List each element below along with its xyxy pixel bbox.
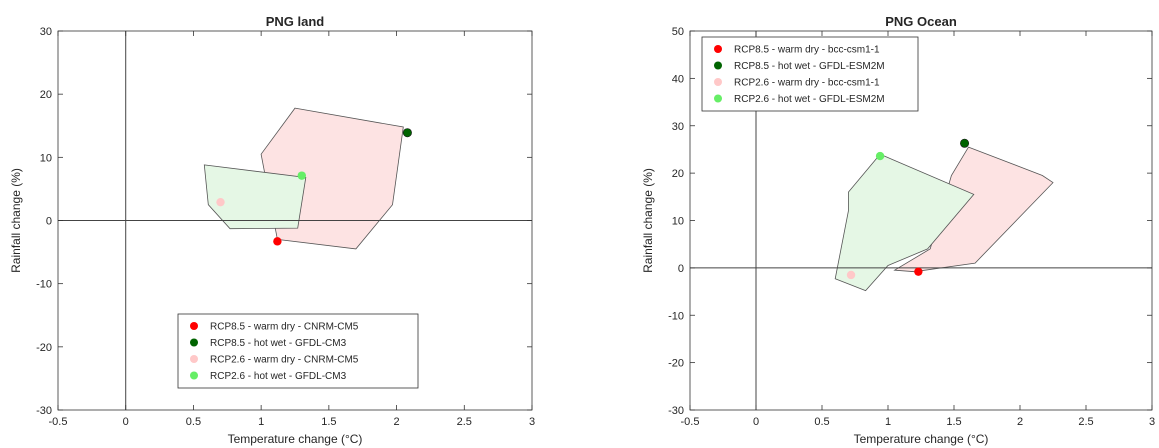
chart-title: PNG land: [266, 14, 325, 29]
x-tick-label: 2.5: [457, 416, 472, 428]
y-tick-label: -20: [36, 342, 52, 354]
data-point-series-1: [960, 138, 970, 148]
legend-marker-1: [714, 61, 722, 70]
legend-label-1: RCP8.5 - hot wet - GFDL-CM3: [210, 338, 347, 349]
x-tick-label: 3: [529, 416, 535, 428]
legend-marker-1: [190, 338, 198, 347]
legend-marker-3: [190, 371, 198, 380]
y-tick-label: 20: [672, 168, 684, 180]
legend-marker-0: [714, 45, 722, 53]
legend-label-3: RCP2.6 - hot wet - GFDL-CM3: [210, 371, 347, 382]
data-point-series-1: [402, 128, 412, 138]
region-1: [203, 164, 307, 230]
data-point-series-2: [846, 270, 856, 280]
legend-label-2: RCP2.6 - warm dry - CNRM-CM5: [210, 355, 359, 366]
legend-box: [701, 36, 919, 112]
chart-title: PNG Ocean: [885, 14, 957, 29]
x-tick-label: -0.5: [49, 416, 68, 428]
x-tick-label: 2: [394, 416, 400, 428]
x-axis-label: Temperature change (°C): [854, 432, 989, 446]
y-axis-label: Rainfall change (%): [641, 168, 655, 273]
x-tick-label: 2.5: [1078, 416, 1093, 428]
chart-png-land: -0.5 0 0.5 1 1.5 2 2.5 3 -30 -20 -10 0 10 20 30 PNG lan…: [9, 14, 535, 446]
data-point-series-3: [297, 171, 306, 180]
y-tick-label: 50: [672, 26, 684, 38]
legend-label-1: RCP8.5 - hot wet - GFDL-ESM2M: [734, 61, 885, 72]
legend-label-3: RCP2.6 - hot wet - GFDL-ESM2M: [734, 94, 885, 105]
y-tick-label: 10: [672, 216, 684, 228]
y-tick-label: -20: [668, 358, 684, 370]
legend-box: [177, 313, 419, 389]
x-tick-label: 1: [885, 416, 891, 428]
legend-label-0: RCP8.5 - warm dry - bcc-csm1-1: [734, 45, 880, 56]
y-tick-label: -30: [36, 405, 52, 417]
region-1: [834, 153, 975, 292]
data-point-series-2: [216, 197, 225, 207]
y-tick-label: 30: [672, 121, 684, 133]
x-tick-label: 0: [123, 416, 129, 428]
legend-marker-0: [190, 322, 198, 330]
x-tick-label: 2: [1017, 416, 1023, 428]
x-tick-label: -0.5: [681, 416, 700, 428]
y-axis-label: Rainfall change (%): [9, 168, 23, 273]
x-tick-label: 1.5: [946, 416, 961, 428]
y-tick-label: -10: [668, 310, 684, 322]
legend-label-0: RCP8.5 - warm dry - CNRM-CM5: [210, 322, 359, 333]
data-point-series-3: [875, 151, 885, 161]
legend-marker-3: [714, 94, 722, 103]
y-tick-label: 0: [46, 216, 52, 228]
x-tick-label: 1.5: [321, 416, 336, 428]
x-tick-label: 1: [258, 416, 264, 428]
x-axis-label: Temperature change (°C): [228, 432, 363, 446]
legend-marker-2: [190, 355, 198, 363]
x-tick-label: 3: [1149, 416, 1155, 428]
y-tick-label: -10: [36, 279, 52, 291]
x-tick-label: 0.5: [814, 416, 829, 428]
y-tick-label: 0: [678, 263, 684, 275]
legend-marker-2: [714, 78, 722, 86]
y-tick-label: 40: [672, 73, 684, 85]
data-point-series-0: [273, 237, 282, 246]
y-tick-label: 20: [40, 89, 52, 101]
x-tick-label: 0: [753, 416, 759, 428]
y-tick-label: 30: [40, 26, 52, 38]
legend-label-2: RCP2.6 - warm dry - bcc-csm1-1: [734, 78, 880, 89]
y-tick-label: 10: [40, 152, 52, 164]
data-point-series-0: [914, 267, 923, 276]
x-tick-label: 0.5: [186, 416, 201, 428]
y-tick-label: -30: [668, 405, 684, 417]
chart-png-ocean: -0.5 0 0.5 1 1.5 2 2.5 3 -30 -20 -10 0 10 20 30 40 50 PNG…: [641, 14, 1155, 446]
